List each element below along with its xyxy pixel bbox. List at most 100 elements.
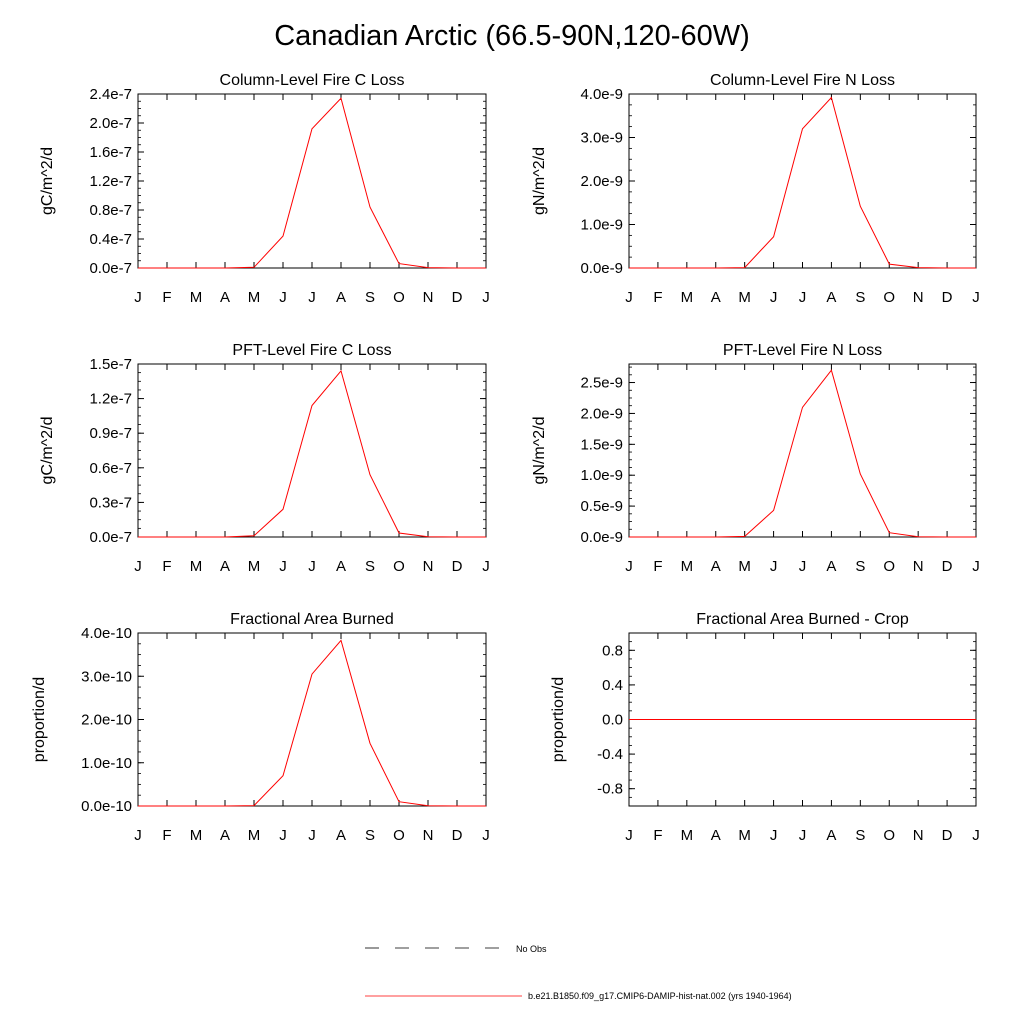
- y-tick-label: 0.5e-9: [580, 498, 623, 515]
- x-tick-label: A: [220, 558, 230, 575]
- y-tick-label: 1.5e-9: [580, 436, 623, 453]
- y-tick-label: 0.3e-7: [89, 494, 132, 511]
- x-tick-label: D: [452, 827, 463, 844]
- y-tick-label: 3.0e-9: [580, 130, 623, 147]
- x-tick-label: J: [279, 558, 287, 575]
- y-tick-label: 0.8: [602, 642, 623, 659]
- x-tick-label: J: [308, 827, 316, 844]
- y-tick-label: 1.6e-7: [89, 144, 132, 161]
- x-tick-label: N: [423, 289, 434, 306]
- x-tick-label: J: [972, 558, 980, 575]
- x-tick-label: F: [653, 827, 662, 844]
- y-axis-label: proportion/d: [31, 677, 48, 762]
- y-tick-label: 2.5e-9: [580, 375, 623, 392]
- legend-model-run-label: b.e21.B1850.f09_g17.CMIP6-DAMIP-hist-nat…: [528, 991, 792, 1001]
- x-tick-label: J: [972, 289, 980, 306]
- x-tick-label: J: [308, 289, 316, 306]
- x-tick-label: M: [738, 558, 751, 575]
- x-tick-label: D: [942, 558, 953, 575]
- x-tick-label: J: [308, 558, 316, 575]
- y-tick-label: 0.0e-7: [89, 529, 132, 546]
- plot-frame: [137, 632, 487, 807]
- x-tick-label: J: [482, 827, 490, 844]
- panel-title: PFT-Level Fire N Loss: [723, 342, 882, 359]
- x-tick-label: M: [190, 289, 203, 306]
- x-tick-label: O: [883, 289, 895, 306]
- x-tick-label: S: [365, 558, 375, 575]
- x-tick-label: M: [190, 827, 203, 844]
- y-tick-label: -0.4: [597, 746, 623, 763]
- series-line: [138, 369, 486, 538]
- x-tick-label: A: [826, 558, 836, 575]
- y-tick-label: 1.5e-7: [89, 356, 132, 373]
- chart-panel-5: J F M A M J J A S O N D J0.0e-101.0e-102.0e-103.0e-1…: [31, 611, 490, 844]
- series-line: [138, 639, 486, 807]
- x-tick-label: A: [220, 827, 230, 844]
- y-tick-label: 0.0: [602, 712, 623, 729]
- y-axis-label: gN/m^2/d: [531, 417, 548, 485]
- y-tick-label: 1.2e-7: [89, 391, 132, 408]
- x-tick-label: D: [942, 827, 953, 844]
- panel-title: Fractional Area Burned - Crop: [696, 611, 909, 628]
- x-tick-label: A: [826, 827, 836, 844]
- x-tick-label: A: [336, 289, 346, 306]
- x-tick-label: O: [883, 558, 895, 575]
- chart-panel-4: J F M A M J J A S O N D J0.0e-90.5e-91.0e-91.5e-92.0…: [531, 342, 980, 575]
- y-tick-label: 0.4: [602, 677, 623, 694]
- x-tick-label: J: [625, 558, 633, 575]
- x-tick-label: O: [393, 289, 405, 306]
- y-tick-label: 2.4e-7: [89, 86, 132, 103]
- x-tick-label: O: [883, 827, 895, 844]
- x-tick-label: D: [452, 558, 463, 575]
- x-tick-label: F: [162, 289, 171, 306]
- x-tick-label: D: [942, 289, 953, 306]
- plot-frame: [137, 93, 487, 269]
- x-tick-label: J: [279, 827, 287, 844]
- legend: No Obs b.e21.B1850.f09_g17.CMIP6-DAMIP-h…: [365, 944, 792, 1001]
- x-tick-label: M: [681, 827, 694, 844]
- y-axis-label: proportion/d: [550, 677, 567, 762]
- panel-title: Fractional Area Burned: [230, 611, 394, 628]
- x-tick-label: M: [738, 827, 751, 844]
- x-tick-label: M: [248, 558, 261, 575]
- legend-no-obs-label: No Obs: [516, 944, 547, 954]
- y-tick-label: 4.0e-10: [81, 625, 132, 642]
- chart-panel-3: J F M A M J J A S O N D J0.0e-70.3e-70.6e-70.9e-71.2…: [39, 342, 490, 575]
- y-tick-label: 0.0e-9: [580, 529, 623, 546]
- x-tick-label: M: [190, 558, 203, 575]
- x-tick-label: S: [365, 827, 375, 844]
- y-tick-label: 2.0e-9: [580, 405, 623, 422]
- x-tick-label: M: [248, 289, 261, 306]
- x-tick-label: J: [770, 558, 778, 575]
- chart-panel-1: J F M A M J J A S O N D J0.0e-70.4e-70.8e-71.2e-71.6…: [39, 72, 490, 306]
- x-tick-label: A: [711, 827, 721, 844]
- x-tick-label: S: [855, 827, 865, 844]
- y-tick-label: 2.0e-9: [580, 173, 623, 190]
- chart-panel-2: J F M A M J J A S O N D J0.0e-91.0e-92.0e-93.0e-94.0…: [531, 72, 980, 306]
- x-tick-label: M: [681, 289, 694, 306]
- plot-frame: [137, 363, 487, 538]
- y-tick-label: 2.0e-10: [81, 712, 132, 729]
- y-tick-label: 3.0e-10: [81, 668, 132, 685]
- x-tick-label: F: [653, 289, 662, 306]
- x-tick-label: N: [913, 289, 924, 306]
- x-tick-label: A: [220, 289, 230, 306]
- x-tick-label: M: [681, 558, 694, 575]
- plot-frame: [628, 363, 977, 538]
- x-tick-label: J: [799, 558, 807, 575]
- y-tick-label: 0.6e-7: [89, 460, 132, 477]
- y-tick-label: 1.0e-10: [81, 755, 132, 772]
- y-tick-label: 0.8e-7: [89, 202, 132, 219]
- panel-title: Column-Level Fire N Loss: [710, 72, 895, 89]
- y-axis-label: gN/m^2/d: [531, 147, 548, 215]
- x-tick-label: A: [826, 289, 836, 306]
- x-tick-label: D: [452, 289, 463, 306]
- x-tick-label: J: [482, 289, 490, 306]
- x-tick-label: M: [738, 289, 751, 306]
- y-tick-label: 0.4e-7: [89, 231, 132, 248]
- y-tick-label: 1.0e-9: [580, 467, 623, 484]
- x-tick-label: A: [336, 827, 346, 844]
- y-tick-label: 2.0e-7: [89, 115, 132, 132]
- x-tick-label: J: [134, 827, 142, 844]
